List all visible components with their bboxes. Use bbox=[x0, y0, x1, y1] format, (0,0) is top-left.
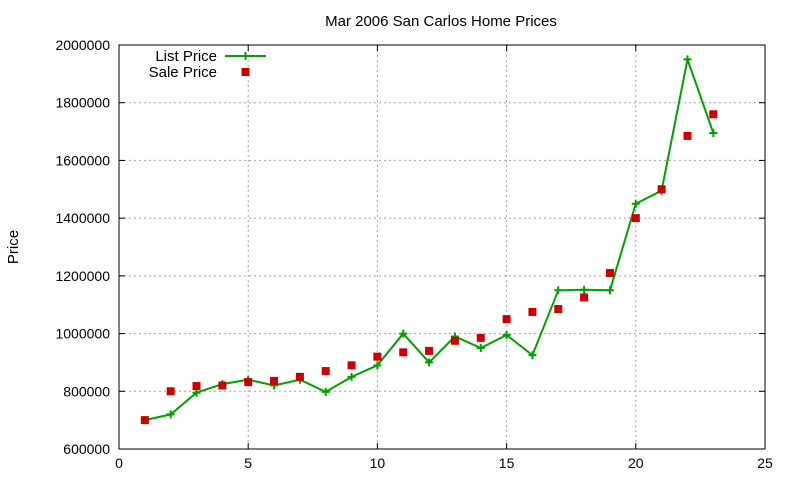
data-point bbox=[605, 286, 614, 295]
data-point bbox=[321, 367, 330, 376]
data-point bbox=[425, 358, 434, 367]
y-tick-label: 600000 bbox=[63, 441, 110, 457]
data-point bbox=[166, 410, 175, 419]
grid-layer bbox=[119, 45, 765, 449]
data-point bbox=[476, 333, 485, 342]
data-point bbox=[502, 315, 511, 324]
y-tick-label: 1800000 bbox=[55, 95, 110, 111]
y-tick-label: 2000000 bbox=[55, 37, 110, 53]
x-tick-label: 20 bbox=[628, 455, 644, 471]
chart-title: Mar 2006 San Carlos Home Prices bbox=[325, 13, 557, 30]
series-layer bbox=[140, 55, 718, 425]
data-point bbox=[347, 372, 356, 381]
data-point bbox=[450, 336, 459, 345]
data-point bbox=[528, 351, 537, 360]
y-tick-label: 1600000 bbox=[55, 152, 110, 168]
data-point bbox=[244, 378, 253, 387]
data-point bbox=[140, 416, 149, 425]
data-point bbox=[709, 110, 718, 119]
series-1 bbox=[140, 55, 718, 425]
data-point bbox=[476, 344, 485, 352]
data-point bbox=[192, 382, 201, 391]
series-2 bbox=[140, 110, 718, 425]
data-point bbox=[347, 361, 356, 370]
data-point bbox=[295, 372, 304, 381]
data-point bbox=[166, 387, 175, 396]
data-point bbox=[554, 286, 563, 295]
ticks-layer: 0 5 10 15 20 25 600000 800000 1000000 1200000 1400… bbox=[55, 37, 773, 471]
data-point bbox=[373, 352, 382, 361]
data-point bbox=[683, 131, 692, 140]
y-tick-label: 1400000 bbox=[55, 210, 110, 226]
data-point bbox=[528, 307, 537, 316]
data-point bbox=[554, 305, 563, 314]
data-point bbox=[270, 376, 279, 385]
data-point bbox=[373, 361, 382, 370]
plot-frame bbox=[118, 44, 766, 450]
legend-item: List Price bbox=[155, 48, 266, 65]
x-tick-label: 25 bbox=[757, 455, 773, 471]
data-point bbox=[580, 293, 589, 302]
data-point bbox=[399, 329, 408, 338]
y-tick-label: 800000 bbox=[63, 383, 110, 399]
data-point bbox=[631, 199, 640, 208]
x-tick-label: 15 bbox=[499, 455, 515, 471]
legend-marker bbox=[241, 68, 250, 76]
x-tick-label: 0 bbox=[115, 455, 123, 471]
x-tick-label: 5 bbox=[244, 455, 252, 471]
y-tick-label: 1000000 bbox=[55, 326, 110, 342]
data-point bbox=[502, 331, 511, 340]
y-tick-label: 1200000 bbox=[55, 268, 110, 284]
legend-item: Sale Price bbox=[149, 64, 250, 81]
data-point bbox=[709, 129, 718, 138]
legend-label: Sale Price bbox=[149, 64, 217, 81]
data-point bbox=[631, 214, 640, 223]
data-point bbox=[321, 387, 330, 396]
data-point bbox=[580, 285, 589, 294]
data-point bbox=[399, 348, 408, 357]
x-tick-label: 10 bbox=[370, 455, 386, 471]
data-point bbox=[605, 268, 614, 277]
data-point bbox=[218, 381, 227, 390]
legend-label: List Price bbox=[155, 48, 217, 65]
data-point bbox=[657, 185, 666, 194]
data-point bbox=[425, 346, 434, 355]
data-point bbox=[683, 55, 692, 64]
legend-marker bbox=[241, 52, 250, 60]
y-axis-label: Price bbox=[5, 230, 22, 264]
